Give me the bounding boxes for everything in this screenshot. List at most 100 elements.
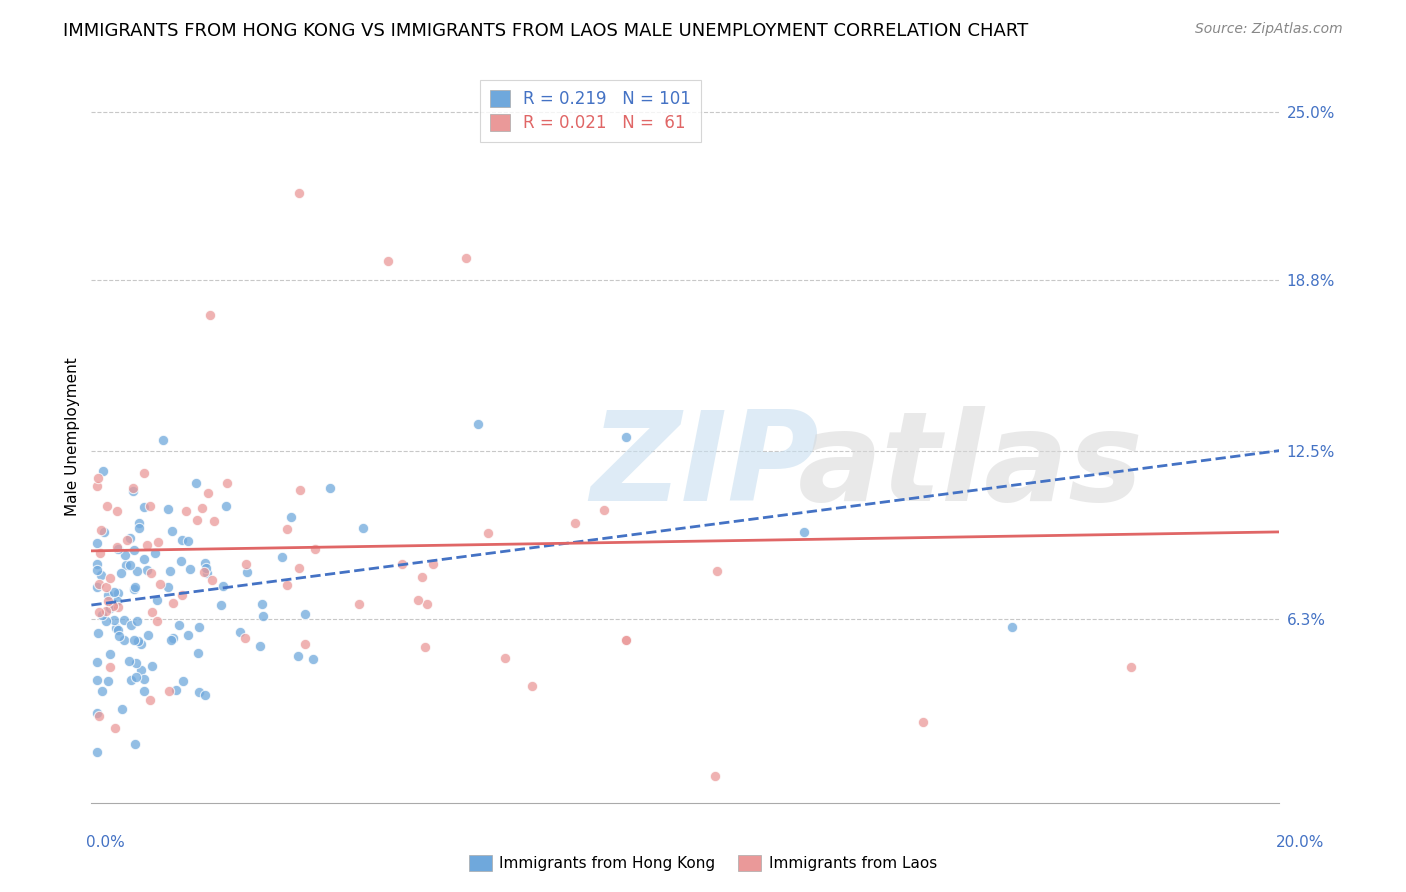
Point [107, 623, 129, 637]
Point [118, 654, 141, 668]
Point [86, 745, 108, 759]
Point [391, 558, 413, 572]
Point [89, 523, 111, 537]
Point [304, 541, 326, 556]
Point [294, 607, 316, 621]
Legend: Immigrants from Hong Kong, Immigrants from Laos: Immigrants from Hong Kong, Immigrants fr… [463, 849, 943, 877]
Point [125, 565, 148, 579]
Point [179, 562, 201, 576]
Point [352, 521, 374, 535]
Point [105, 594, 128, 608]
Point [276, 578, 298, 592]
Point [98, 648, 121, 662]
Point [124, 738, 146, 752]
Point [288, 186, 311, 201]
Point [187, 685, 209, 699]
Point [86, 563, 108, 577]
Point [159, 565, 181, 579]
Point [249, 639, 271, 653]
Point [139, 693, 162, 707]
Point [157, 684, 180, 698]
Point [139, 499, 162, 513]
Point [172, 588, 194, 602]
Point [117, 533, 139, 547]
Legend: R = 0.219   N = 101, R = 0.021   N =  61: R = 0.219 N = 101, R = 0.021 N = 61 [479, 79, 702, 142]
Point [98, 571, 121, 585]
Point [87, 709, 110, 723]
Point [157, 580, 180, 594]
Point [169, 618, 191, 632]
Point [215, 499, 238, 513]
Point [211, 579, 233, 593]
Point [149, 577, 172, 591]
Text: atlas: atlas [799, 406, 1144, 527]
Point [229, 625, 252, 640]
Point [174, 504, 197, 518]
Point [86, 706, 108, 720]
Point [413, 640, 436, 655]
Point [124, 542, 146, 557]
Point [276, 522, 298, 536]
Point [302, 652, 325, 666]
Point [107, 600, 129, 615]
Point [112, 613, 135, 627]
Point [91, 464, 114, 478]
Point [86, 558, 108, 572]
Point [89, 546, 111, 560]
Point [288, 483, 311, 498]
Point [93, 524, 115, 539]
Point [94, 614, 117, 628]
Point [200, 308, 222, 322]
Point [124, 582, 146, 596]
Point [156, 502, 179, 516]
Point [288, 561, 311, 575]
Point [593, 503, 616, 517]
Point [406, 592, 429, 607]
Point [215, 476, 238, 491]
Point [233, 631, 256, 645]
Point [118, 558, 141, 573]
Point [793, 524, 815, 539]
Point [494, 650, 516, 665]
Point [187, 647, 209, 661]
Point [141, 605, 163, 619]
Point [280, 510, 302, 524]
Point [120, 617, 142, 632]
Point [319, 481, 342, 495]
Point [477, 526, 499, 541]
Point [349, 597, 371, 611]
Point [177, 628, 200, 642]
Point [110, 566, 132, 581]
Point [107, 541, 129, 556]
Point [129, 663, 152, 677]
Point [271, 550, 294, 565]
Point [97, 594, 120, 608]
Point [121, 483, 143, 498]
Point [101, 599, 124, 614]
Point [172, 674, 194, 689]
Point [136, 628, 159, 642]
Point [124, 580, 146, 594]
Point [235, 557, 257, 571]
Point [118, 531, 141, 545]
Point [134, 672, 156, 686]
Point [614, 633, 637, 648]
Text: Source: ZipAtlas.com: Source: ZipAtlas.com [1195, 22, 1343, 37]
Point [103, 585, 125, 599]
Point [194, 688, 217, 702]
Point [162, 631, 184, 645]
Point [195, 561, 218, 575]
Y-axis label: Male Unemployment: Male Unemployment [65, 358, 80, 516]
Point [520, 679, 543, 693]
Point [125, 656, 148, 670]
Point [162, 596, 184, 610]
Point [87, 471, 110, 485]
Point [105, 540, 128, 554]
Point [193, 565, 215, 579]
Point [146, 593, 169, 607]
Point [107, 504, 129, 518]
Point [128, 521, 150, 535]
Point [139, 566, 162, 580]
Point [1119, 660, 1142, 674]
Point [135, 563, 157, 577]
